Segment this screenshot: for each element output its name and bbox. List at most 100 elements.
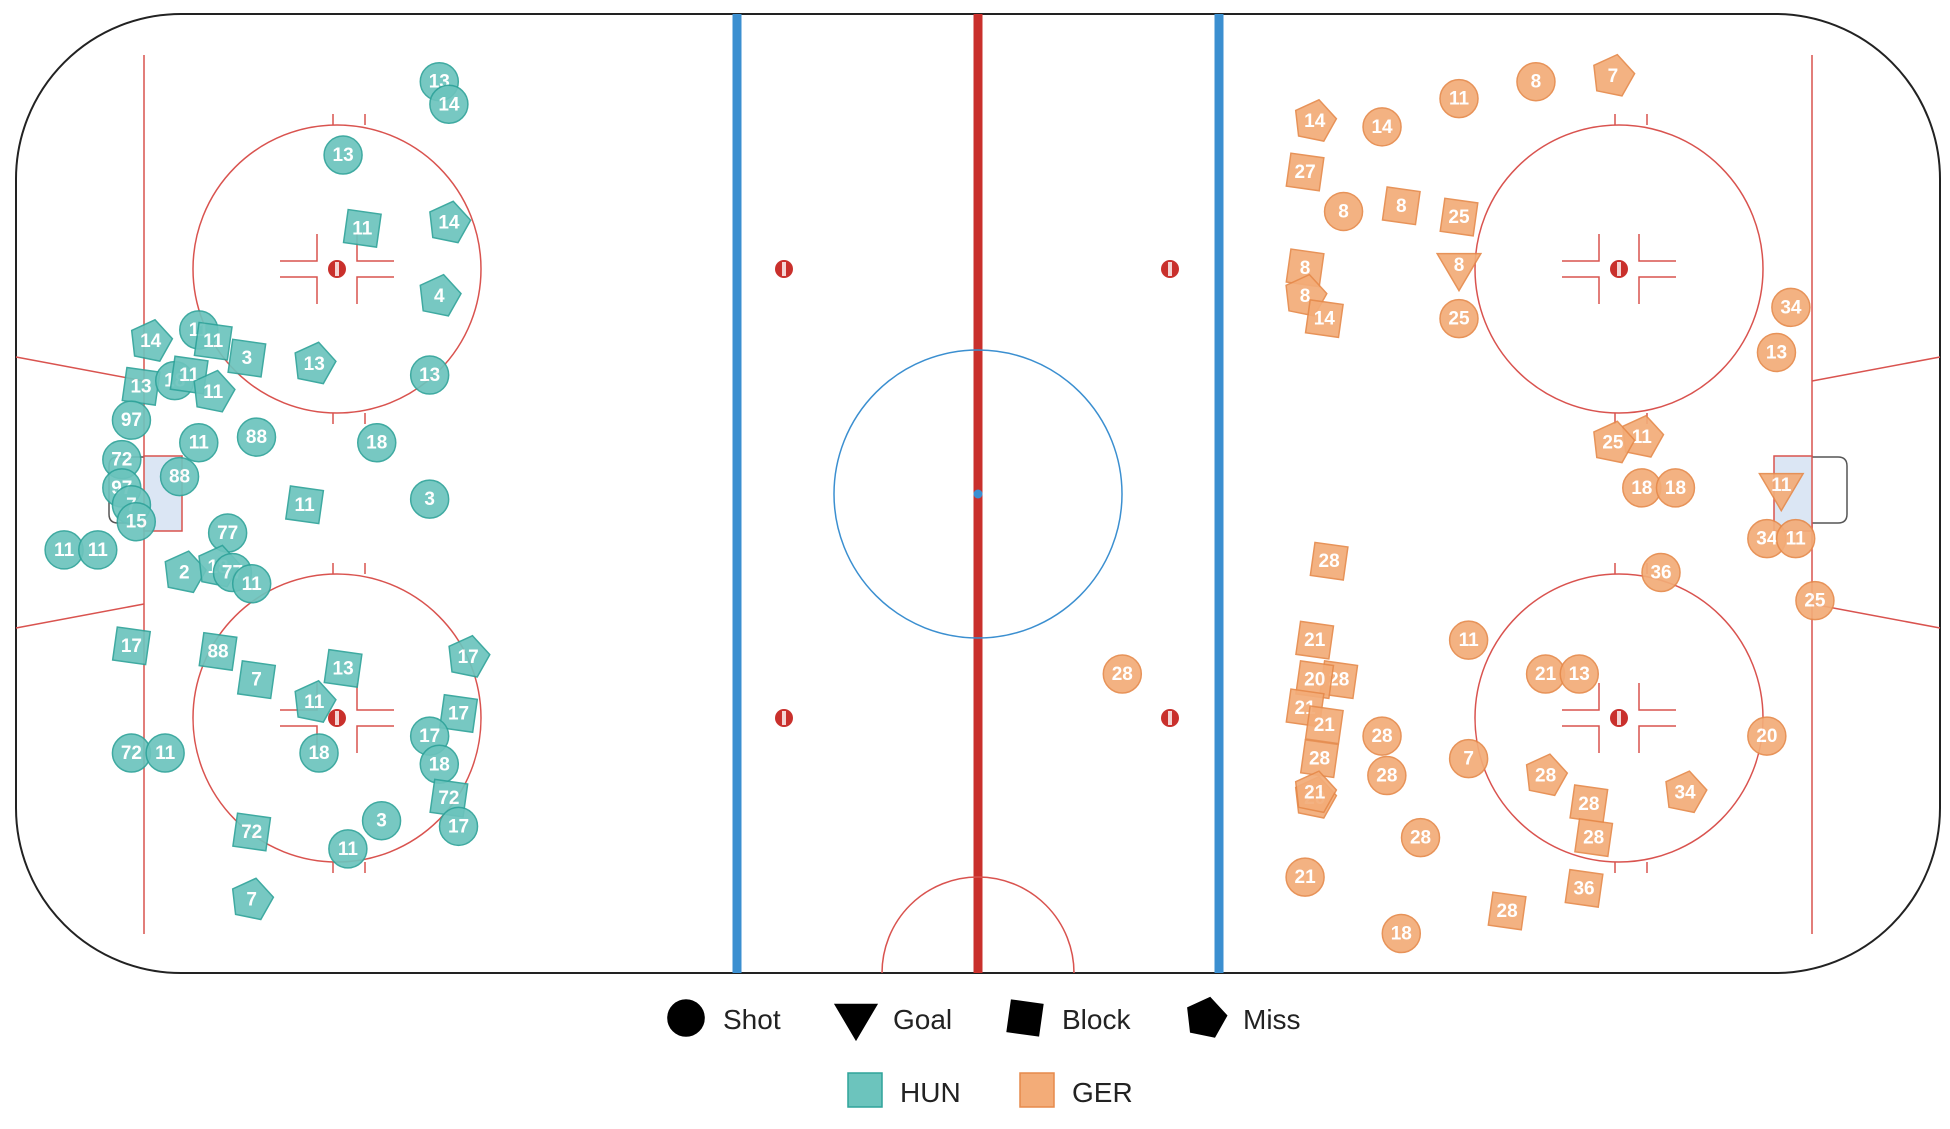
event-marker-shot <box>1439 78 1479 119</box>
event-marker-shot <box>1775 518 1816 559</box>
event-player-label: 7 <box>1608 66 1619 87</box>
event-marker-shot <box>323 135 363 175</box>
event-marker-block <box>284 485 325 525</box>
event-player-label: 4 <box>434 286 445 307</box>
faceoff-dot-stripe <box>1168 262 1172 276</box>
event-point: 11 <box>78 530 118 570</box>
event-player-label: 3 <box>424 489 435 510</box>
event-player-label: 72 <box>438 788 459 809</box>
event-player-label: 13 <box>1766 342 1787 363</box>
event-player-label: 3 <box>376 811 387 832</box>
event-player-label: 25 <box>1448 309 1470 330</box>
event-point: 13 <box>294 341 337 385</box>
event-marker-miss <box>193 369 236 413</box>
legend-item-team: HUN <box>847 1072 961 1108</box>
event-marker-block <box>1304 705 1344 745</box>
event-player-label: 8 <box>1396 196 1407 217</box>
event-point: 11 <box>1775 518 1816 559</box>
event-marker-shot <box>1439 298 1479 339</box>
event-point: 20 <box>1295 660 1335 700</box>
event-player-label: 72 <box>241 822 262 843</box>
event-player-label: 14 <box>1304 111 1326 132</box>
event-marker-shot <box>1795 580 1835 621</box>
faceoff-dot-stripe <box>782 262 786 276</box>
event-point: 7 <box>1448 738 1489 779</box>
event-point: 88 <box>159 456 200 497</box>
event-marker-block <box>1304 298 1344 339</box>
event-player-label: 17 <box>121 636 142 657</box>
event-point: 28 <box>1487 891 1527 931</box>
legend-icon-shot <box>667 999 705 1037</box>
event-marker-block <box>1564 868 1604 909</box>
event-point: 18 <box>419 744 460 785</box>
event-marker-miss <box>1525 753 1569 797</box>
legend-item-block: Block <box>1006 999 1131 1037</box>
event-point: 3 <box>409 479 450 519</box>
event-marker-block <box>438 693 479 734</box>
event-point: 27 <box>1285 152 1325 192</box>
legend-swatch <box>1019 1072 1055 1108</box>
event-marker-miss <box>1593 53 1636 97</box>
event-marker-block <box>111 626 152 666</box>
event-player-label: 13 <box>333 145 354 166</box>
legend-item-miss: Miss <box>1187 996 1301 1038</box>
event-marker-shot <box>1362 716 1402 756</box>
event-marker-shot <box>1448 738 1489 779</box>
event-marker-miss <box>419 273 462 317</box>
event-player-label: 28 <box>1535 766 1556 787</box>
event-player-label: 25 <box>1804 591 1826 612</box>
event-player-label: 18 <box>429 754 450 775</box>
faceoff-dot-stripe <box>1617 262 1621 276</box>
referee-crease <box>881 876 1075 974</box>
event-marker-miss <box>1294 98 1338 142</box>
event-point: 13 <box>121 366 161 406</box>
event-player-label: 28 <box>1376 766 1397 787</box>
event-player-label: 11 <box>1771 475 1792 496</box>
event-marker-miss <box>1294 770 1338 814</box>
event-point: 28 <box>1102 654 1143 694</box>
left-trapezoid <box>15 356 145 629</box>
event-marker-shot <box>1323 191 1364 232</box>
event-marker-shot <box>1362 107 1402 147</box>
event-marker-shot <box>1367 755 1407 796</box>
event-point: 11 <box>1448 620 1489 660</box>
event-marker-shot <box>116 501 156 542</box>
legend-item-shot: Shot <box>667 999 781 1037</box>
event-marker-shot <box>111 400 152 440</box>
event-player-label: 21 <box>1295 867 1317 888</box>
event-player-label: 97 <box>121 410 142 431</box>
event-player-label: 8 <box>1338 201 1349 222</box>
event-point: 28 <box>1299 739 1340 779</box>
event-point: 11 <box>294 679 337 723</box>
event-point: 20 <box>1747 716 1787 756</box>
right-trapezoid <box>1811 356 1941 629</box>
event-point: 11 <box>328 829 368 869</box>
event-marker-goal <box>1435 252 1483 293</box>
event-point: 14 <box>429 84 469 125</box>
event-player-label: 21 <box>1304 630 1326 651</box>
event-point: 72 <box>111 733 152 773</box>
event-marker-shot <box>357 422 397 463</box>
legend-icon-goal <box>833 1003 879 1042</box>
event-player-label: 11 <box>1449 89 1470 110</box>
center-faceoff-circle <box>833 349 1123 639</box>
event-point: 13 <box>323 135 363 175</box>
event-player-label: 36 <box>1650 562 1671 583</box>
event-player-label: 34 <box>1780 297 1802 318</box>
event-player-label: 28 <box>1578 794 1599 815</box>
legend-icon-miss <box>1187 996 1228 1038</box>
event-point: 17 <box>438 693 479 734</box>
event-point: 72 <box>102 439 142 480</box>
event-player-label: 28 <box>1497 901 1518 922</box>
event-point: 13 <box>323 648 363 689</box>
event-point: 18 <box>1622 468 1662 508</box>
event-point: 18 <box>1655 468 1696 508</box>
event-point: 36 <box>1564 868 1604 909</box>
event-point: 21 <box>1295 620 1335 660</box>
event-point: 21 <box>1304 705 1344 745</box>
event-player-label: 14 <box>1314 309 1336 330</box>
event-player-label: 7 <box>251 670 262 691</box>
faceoff-dot-stripe <box>782 711 786 725</box>
event-player-label: 28 <box>1583 828 1604 849</box>
